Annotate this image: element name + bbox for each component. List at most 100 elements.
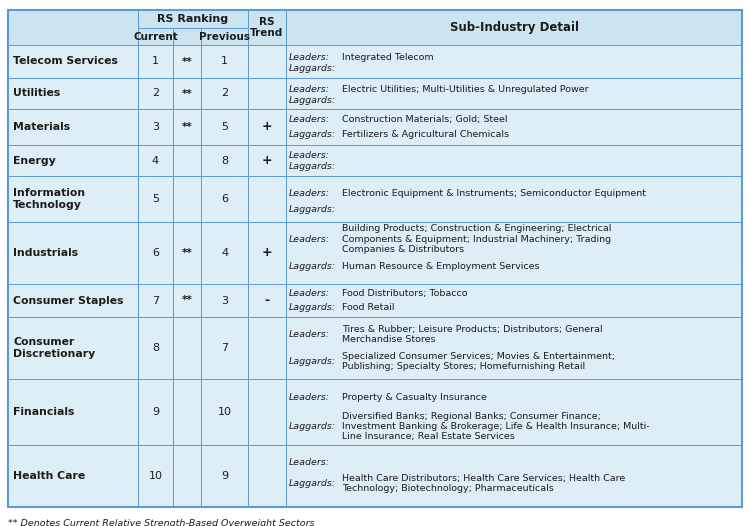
Text: RS Ranking: RS Ranking xyxy=(158,14,229,24)
Text: Diversified Banks; Regional Banks; Consumer Finance;
Investment Banking & Broker: Diversified Banks; Regional Banks; Consu… xyxy=(342,412,650,441)
Text: Telecom Services: Telecom Services xyxy=(13,56,118,66)
Bar xyxy=(248,445,286,507)
Bar xyxy=(248,78,286,109)
Text: 8: 8 xyxy=(221,156,228,166)
Bar xyxy=(201,284,248,317)
Bar xyxy=(286,317,742,379)
Text: Health Care Distributors; Health Care Services; Health Care
Technology; Biotechn: Health Care Distributors; Health Care Se… xyxy=(342,474,626,493)
Text: 1: 1 xyxy=(221,56,228,66)
Bar xyxy=(8,445,138,507)
Bar xyxy=(173,222,201,284)
Text: Fertilizers & Agricultural Chemicals: Fertilizers & Agricultural Chemicals xyxy=(342,130,509,139)
Text: Sub-Industry Detail: Sub-Industry Detail xyxy=(449,21,578,34)
Bar xyxy=(286,109,742,145)
Text: Electric Utilities; Multi-Utilities & Unregulated Power: Electric Utilities; Multi-Utilities & Un… xyxy=(342,85,589,94)
Text: Financials: Financials xyxy=(13,407,74,417)
Bar xyxy=(138,284,173,317)
Bar xyxy=(286,45,742,78)
Bar xyxy=(173,28,201,45)
Text: Food Distributors; Tobacco: Food Distributors; Tobacco xyxy=(342,289,467,298)
Bar xyxy=(8,145,138,176)
Text: Laggards:: Laggards: xyxy=(289,304,336,312)
Text: Integrated Telecom: Integrated Telecom xyxy=(342,53,433,62)
Text: Human Resource & Employment Services: Human Resource & Employment Services xyxy=(342,262,539,271)
Bar xyxy=(138,10,248,28)
Text: ** Denotes Current Relative Strength-Based Overweight Sectors: ** Denotes Current Relative Strength-Bas… xyxy=(8,519,314,526)
Text: **: ** xyxy=(182,296,192,306)
Text: Leaders:: Leaders: xyxy=(289,235,330,244)
Bar xyxy=(173,45,201,78)
Text: Leaders:: Leaders: xyxy=(289,189,330,198)
Text: Property & Casualty Insurance: Property & Casualty Insurance xyxy=(342,393,487,402)
Text: **: ** xyxy=(182,56,192,66)
Text: 10: 10 xyxy=(217,407,232,417)
Text: Health Care: Health Care xyxy=(13,471,86,481)
Text: Energy: Energy xyxy=(13,156,55,166)
Text: Leaders:: Leaders: xyxy=(289,330,330,339)
Text: Leaders:: Leaders: xyxy=(289,53,330,62)
Bar xyxy=(8,45,138,78)
Text: **: ** xyxy=(182,122,192,132)
Text: Construction Materials; Gold; Steel: Construction Materials; Gold; Steel xyxy=(342,115,508,124)
Bar xyxy=(248,317,286,379)
Text: 3: 3 xyxy=(152,122,159,132)
Bar xyxy=(248,176,286,222)
Bar xyxy=(138,45,173,78)
Bar xyxy=(248,379,286,445)
Bar xyxy=(173,379,201,445)
Text: 2: 2 xyxy=(221,88,228,98)
Bar xyxy=(173,284,201,317)
Bar xyxy=(138,109,173,145)
Bar xyxy=(8,284,138,317)
Text: Specialized Consumer Services; Movies & Entertainment;
Publishing; Specialty Sto: Specialized Consumer Services; Movies & … xyxy=(342,352,615,371)
Text: Laggards:: Laggards: xyxy=(289,262,336,271)
Text: Current: Current xyxy=(134,32,178,42)
Bar xyxy=(138,28,173,45)
Text: Leaders:: Leaders: xyxy=(289,393,330,402)
Text: Laggards:: Laggards: xyxy=(289,479,336,488)
Text: Leaders:: Leaders: xyxy=(289,85,330,94)
Bar xyxy=(201,379,248,445)
Text: 7: 7 xyxy=(152,296,159,306)
Text: 5: 5 xyxy=(221,122,228,132)
Text: Electronic Equipment & Instruments; Semiconductor Equipment: Electronic Equipment & Instruments; Semi… xyxy=(342,189,646,198)
Bar xyxy=(138,222,173,284)
Text: **: ** xyxy=(182,88,192,98)
Text: 9: 9 xyxy=(221,471,228,481)
Bar xyxy=(8,379,138,445)
Text: Leaders:: Leaders: xyxy=(289,458,330,467)
Bar xyxy=(138,145,173,176)
Text: Leaders:: Leaders: xyxy=(289,289,330,298)
Text: +: + xyxy=(262,154,272,167)
Text: 4: 4 xyxy=(152,156,159,166)
Bar xyxy=(8,78,138,109)
Text: 1: 1 xyxy=(152,56,159,66)
Bar xyxy=(286,78,742,109)
Text: Industrials: Industrials xyxy=(13,248,78,258)
Text: Consumer Staples: Consumer Staples xyxy=(13,296,124,306)
Text: 2: 2 xyxy=(152,88,159,98)
Bar xyxy=(248,222,286,284)
Bar xyxy=(8,109,138,145)
Text: Laggards:: Laggards: xyxy=(289,357,336,366)
Text: 3: 3 xyxy=(221,296,228,306)
Bar xyxy=(286,284,742,317)
Text: Materials: Materials xyxy=(13,122,70,132)
Text: Building Products; Construction & Engineering; Electrical
Components & Equipment: Building Products; Construction & Engine… xyxy=(342,225,611,254)
Bar xyxy=(201,109,248,145)
Bar xyxy=(8,176,138,222)
Bar xyxy=(138,78,173,109)
Bar xyxy=(248,109,286,145)
Text: Previous: Previous xyxy=(199,32,250,42)
Text: Leaders:: Leaders: xyxy=(289,151,330,160)
Bar xyxy=(201,176,248,222)
Text: Tires & Rubber; Leisure Products; Distributors; General
Merchandise Stores: Tires & Rubber; Leisure Products; Distri… xyxy=(342,325,603,344)
Bar xyxy=(201,145,248,176)
Bar xyxy=(138,176,173,222)
Bar xyxy=(286,379,742,445)
Bar xyxy=(248,45,286,78)
Bar xyxy=(286,176,742,222)
Bar xyxy=(286,10,742,45)
Bar xyxy=(286,445,742,507)
Text: -: - xyxy=(265,294,269,307)
